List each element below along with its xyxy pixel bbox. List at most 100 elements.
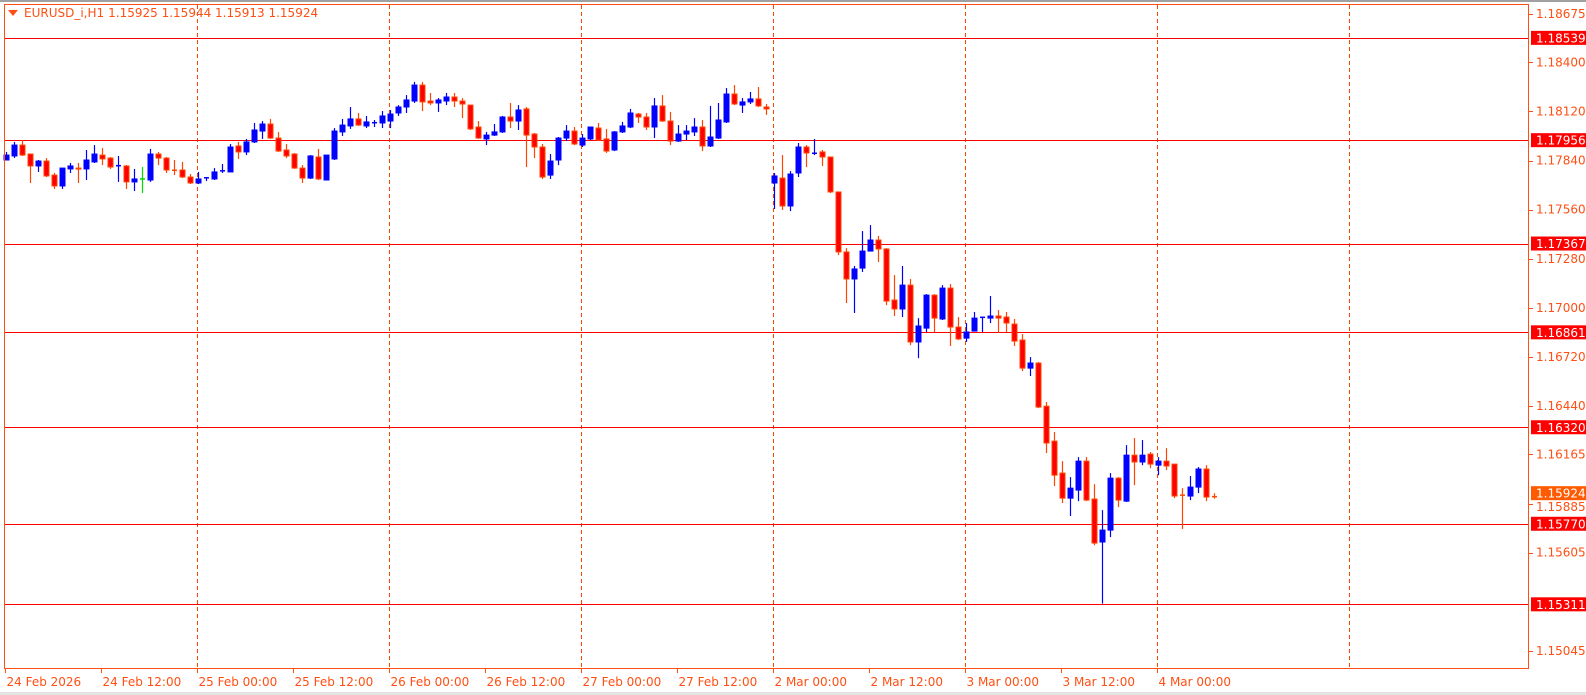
candle xyxy=(27,153,34,183)
candle xyxy=(715,102,722,139)
candle xyxy=(395,105,402,116)
candle-body xyxy=(547,160,554,176)
candle xyxy=(220,164,225,173)
candle xyxy=(787,171,794,212)
candle-body xyxy=(27,153,34,167)
chart-title: EURUSD_i,H1 1.15925 1.15944 1.15913 1.15… xyxy=(8,6,318,20)
level-label-bg xyxy=(1531,516,1586,531)
candle-body xyxy=(19,144,26,156)
candle xyxy=(747,91,754,105)
candle xyxy=(1131,438,1138,486)
candle xyxy=(467,104,474,130)
candle xyxy=(163,157,170,173)
candle xyxy=(675,125,682,142)
candle xyxy=(987,295,994,324)
candle-body xyxy=(35,160,42,167)
candle xyxy=(379,111,386,129)
candle-body xyxy=(1059,472,1066,499)
y-tick-label: 1.16165 xyxy=(1536,447,1586,461)
y-tick-label: 1.16440 xyxy=(1536,399,1586,413)
candle xyxy=(755,86,762,108)
candle xyxy=(51,172,58,189)
candle xyxy=(1107,473,1114,538)
level-label-bg xyxy=(1531,597,1586,612)
level-label: 1.17367 xyxy=(1536,237,1586,251)
candle xyxy=(812,138,817,156)
candle xyxy=(19,139,26,156)
candle-body xyxy=(683,130,690,135)
candle-body xyxy=(1011,323,1018,342)
time-axis[interactable]: 24 Feb 2026 24 Feb 12:00 25 Feb 00:00 25 Fe… xyxy=(5,669,1232,689)
candle xyxy=(204,177,209,182)
level-label-bg xyxy=(1531,30,1586,45)
candle-body xyxy=(339,124,346,133)
candle xyxy=(372,119,377,128)
candle xyxy=(923,294,930,332)
x-tick-label: 27 Feb 12:00 xyxy=(679,675,758,689)
candle-body xyxy=(1107,477,1114,531)
candle xyxy=(1019,334,1026,372)
candle-body xyxy=(707,136,714,147)
candle xyxy=(1147,451,1154,469)
level-label: 1.16861 xyxy=(1536,326,1586,340)
candle xyxy=(707,105,714,148)
candle-body xyxy=(1123,454,1130,502)
candle xyxy=(1180,488,1185,530)
candle xyxy=(491,124,498,136)
candle xyxy=(483,131,490,146)
candle xyxy=(243,138,250,156)
candle xyxy=(123,165,130,189)
candle xyxy=(955,317,962,341)
candle xyxy=(891,275,898,317)
candle-body xyxy=(939,287,946,320)
x-tick-label: 2 Mar 12:00 xyxy=(871,675,944,689)
candle xyxy=(1115,477,1122,508)
candle-body xyxy=(155,153,162,159)
candle xyxy=(659,95,666,122)
triangle-down-icon[interactable] xyxy=(8,10,18,16)
candle xyxy=(1171,463,1178,499)
candle xyxy=(195,171,202,185)
candle-body xyxy=(875,239,882,250)
candle-body xyxy=(675,133,682,142)
candle xyxy=(1003,311,1010,332)
candle-body xyxy=(11,144,18,157)
candle-body xyxy=(899,284,906,310)
candle xyxy=(539,144,546,179)
candle xyxy=(140,167,145,193)
price-axis[interactable]: 1.18675 1.18400 1.18120 1.17840 1.17560 1.172… xyxy=(1529,7,1586,658)
candle-body xyxy=(267,123,274,139)
candle xyxy=(515,105,522,130)
candle-body xyxy=(1139,454,1146,463)
candle-body xyxy=(571,130,578,145)
candle-body xyxy=(131,178,138,183)
candle-body xyxy=(643,116,650,128)
candle-body xyxy=(651,105,658,128)
x-tick-label: 3 Mar 12:00 xyxy=(1063,675,1136,689)
candle-body xyxy=(1171,463,1178,497)
candle-body xyxy=(1027,362,1034,369)
candle xyxy=(763,104,770,115)
level-label-bg xyxy=(1531,236,1586,251)
x-tick-label: 25 Feb 12:00 xyxy=(295,675,374,689)
candle-body xyxy=(659,105,666,122)
candle xyxy=(331,128,338,160)
candle xyxy=(363,115,370,129)
candle-body xyxy=(1147,453,1154,465)
candle-body xyxy=(283,149,290,157)
candle xyxy=(1212,493,1217,499)
candle xyxy=(427,92,434,106)
candle-body xyxy=(1035,362,1042,408)
window-top-border xyxy=(0,0,1586,2)
x-tick-label: 2 Mar 00:00 xyxy=(775,675,848,689)
candle xyxy=(1067,477,1074,517)
candle xyxy=(691,118,698,136)
candle xyxy=(1099,510,1106,604)
candle xyxy=(723,88,730,123)
candle xyxy=(307,155,314,179)
candle xyxy=(619,121,626,133)
candle xyxy=(267,118,274,139)
candle-body xyxy=(915,325,922,343)
candle xyxy=(699,119,706,152)
